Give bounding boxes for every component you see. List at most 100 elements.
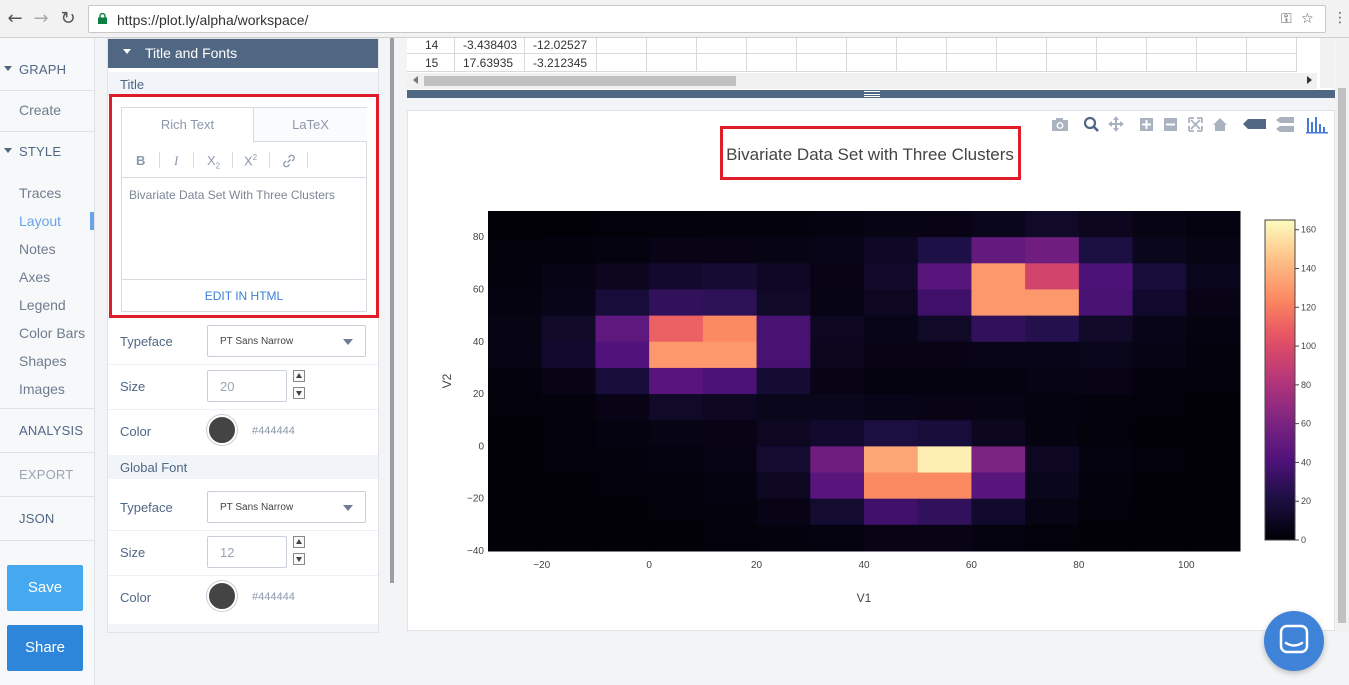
grid-cell-empty[interactable] bbox=[1097, 38, 1147, 54]
heatmap-chart[interactable]: Bivariate Data Set with Three Clusters −2… bbox=[407, 110, 1335, 631]
grid-cell-empty[interactable] bbox=[1147, 54, 1197, 72]
home-icon[interactable] bbox=[1213, 118, 1227, 131]
size-increment-button[interactable] bbox=[293, 536, 305, 548]
nav-item-images[interactable]: Images bbox=[19, 381, 65, 397]
autoscale-icon[interactable] bbox=[1188, 117, 1203, 132]
title-text-input[interactable]: Bivariate Data Set With Three Clusters bbox=[129, 188, 335, 202]
grid-cell-empty[interactable] bbox=[597, 54, 647, 72]
grid-cell-empty[interactable] bbox=[947, 38, 997, 54]
grid-cell-empty[interactable] bbox=[997, 54, 1047, 72]
grid-cell[interactable]: 15 bbox=[407, 54, 455, 72]
zoom-in-icon[interactable] bbox=[1140, 118, 1153, 131]
nav-item-notes[interactable]: Notes bbox=[19, 241, 56, 257]
zoom-icon[interactable] bbox=[1083, 116, 1099, 132]
grid-vertical-scrollbar[interactable] bbox=[1320, 38, 1335, 88]
page-scroll-thumb[interactable] bbox=[1338, 88, 1346, 623]
title-size-input[interactable]: 20 bbox=[207, 370, 287, 402]
grid-cell-empty[interactable] bbox=[847, 38, 897, 54]
grid-cell-empty[interactable] bbox=[597, 38, 647, 54]
nav-item-layout[interactable]: Layout bbox=[19, 213, 62, 229]
grid-scroll-thumb[interactable] bbox=[424, 76, 736, 86]
nav-item-shapes[interactable]: Shapes bbox=[19, 353, 67, 369]
grid-cell[interactable]: 17.63935 bbox=[455, 54, 525, 72]
nav-section-json[interactable]: JSON bbox=[0, 511, 94, 529]
camera-icon[interactable] bbox=[1052, 118, 1068, 131]
reload-icon[interactable]: ↻ bbox=[60, 8, 76, 29]
address-bar[interactable]: https://plot.ly/alpha/workspace/ ⚿ ☆ bbox=[88, 5, 1326, 33]
grid-cell[interactable]: -3.438403 bbox=[455, 38, 525, 54]
grid-cell-empty[interactable] bbox=[697, 54, 747, 72]
grid-cell-empty[interactable] bbox=[1247, 38, 1297, 54]
grid-cell-empty[interactable] bbox=[847, 54, 897, 72]
heatmap-cell bbox=[756, 315, 811, 343]
title-typeface-select[interactable]: PT Sans Narrow bbox=[207, 325, 366, 357]
grid-cell[interactable]: -12.02527 bbox=[525, 38, 597, 54]
hover-compare-icon[interactable] bbox=[1276, 117, 1294, 132]
superscript-button[interactable]: X2 bbox=[244, 153, 257, 168]
title-color-swatch[interactable] bbox=[207, 415, 237, 445]
nav-section-analysis[interactable]: ANALYSIS bbox=[0, 423, 94, 441]
grid-cell-empty[interactable] bbox=[797, 38, 847, 54]
link-icon[interactable] bbox=[281, 153, 297, 169]
browser-menu-icon[interactable]: ⋮ bbox=[1333, 10, 1347, 26]
bold-button[interactable]: B bbox=[136, 153, 146, 168]
title-color-value: #444444 bbox=[252, 425, 295, 437]
grid-cell-empty[interactable] bbox=[1047, 38, 1097, 54]
size-decrement-button[interactable] bbox=[293, 387, 305, 399]
scroll-left-icon[interactable] bbox=[413, 76, 418, 84]
share-button[interactable]: Share bbox=[7, 625, 83, 671]
global-color-swatch[interactable] bbox=[207, 581, 237, 611]
page-scrollbar[interactable] bbox=[1336, 38, 1349, 633]
plotly-logo-icon[interactable] bbox=[1306, 117, 1328, 134]
nav-item-legend[interactable]: Legend bbox=[19, 297, 66, 313]
nav-item-axes[interactable]: Axes bbox=[19, 269, 51, 285]
size-increment-button[interactable] bbox=[293, 370, 305, 382]
star-icon[interactable]: ☆ bbox=[1301, 11, 1314, 27]
scroll-right-icon[interactable] bbox=[1307, 76, 1312, 84]
grid-cell-empty[interactable] bbox=[697, 38, 747, 54]
zoom-out-icon[interactable] bbox=[1164, 118, 1177, 131]
pane-splitter[interactable] bbox=[407, 90, 1335, 98]
grid-cell-empty[interactable] bbox=[997, 38, 1047, 54]
grid-cell-empty[interactable] bbox=[897, 54, 947, 72]
grid-cell-empty[interactable] bbox=[1247, 54, 1297, 72]
grid-cell-empty[interactable] bbox=[1197, 54, 1247, 72]
nav-section-graph[interactable]: GRAPH bbox=[0, 62, 94, 80]
save-button[interactable]: Save bbox=[7, 565, 83, 611]
panel-header[interactable]: Title and Fonts bbox=[108, 39, 378, 68]
pan-icon[interactable] bbox=[1108, 116, 1124, 132]
grid-cell-empty[interactable] bbox=[747, 54, 797, 72]
nav-section-export[interactable]: EXPORT bbox=[0, 467, 94, 485]
tab-rich-text[interactable]: Rich Text bbox=[122, 108, 253, 142]
grid-cell[interactable]: -3.212345 bbox=[525, 54, 597, 72]
grid-cell-empty[interactable] bbox=[1197, 38, 1247, 54]
drag-handle-icon[interactable] bbox=[864, 91, 880, 97]
nav-item-create[interactable]: Create bbox=[19, 102, 62, 118]
subscript-button[interactable]: X2 bbox=[207, 153, 220, 171]
hover-closest-icon[interactable] bbox=[1243, 119, 1266, 129]
key-icon[interactable]: ⚿ bbox=[1281, 11, 1292, 27]
nav-section-style[interactable]: STYLE bbox=[0, 144, 94, 162]
grid-cell-empty[interactable] bbox=[1097, 54, 1147, 72]
grid-cell-empty[interactable] bbox=[1047, 54, 1097, 72]
italic-button[interactable]: I bbox=[174, 153, 179, 168]
grid-cell-empty[interactable] bbox=[647, 38, 697, 54]
grid-cell-empty[interactable] bbox=[797, 54, 847, 72]
nav-item-traces[interactable]: Traces bbox=[19, 185, 62, 201]
nav-item-color-bars[interactable]: Color Bars bbox=[19, 325, 86, 341]
grid-cell-empty[interactable] bbox=[647, 54, 697, 72]
grid-cell-empty[interactable] bbox=[947, 54, 997, 72]
grid-cell-empty[interactable] bbox=[897, 38, 947, 54]
size-decrement-button[interactable] bbox=[293, 553, 305, 565]
forward-icon[interactable]: → bbox=[33, 8, 49, 29]
chat-launcher-button[interactable] bbox=[1264, 611, 1324, 671]
tab-latex[interactable]: LaTeX bbox=[253, 108, 367, 142]
global-size-input[interactable]: 12 bbox=[207, 536, 287, 568]
edit-in-html-button[interactable]: EDIT IN HTML bbox=[122, 279, 366, 311]
global-typeface-select[interactable]: PT Sans Narrow bbox=[207, 491, 366, 523]
grid-cell[interactable]: 14 bbox=[407, 38, 455, 54]
grid-cell-empty[interactable] bbox=[1147, 38, 1197, 54]
grid-cell-empty[interactable] bbox=[747, 38, 797, 54]
panel-scrollbar[interactable] bbox=[390, 38, 394, 583]
back-icon[interactable]: ← bbox=[7, 8, 23, 29]
